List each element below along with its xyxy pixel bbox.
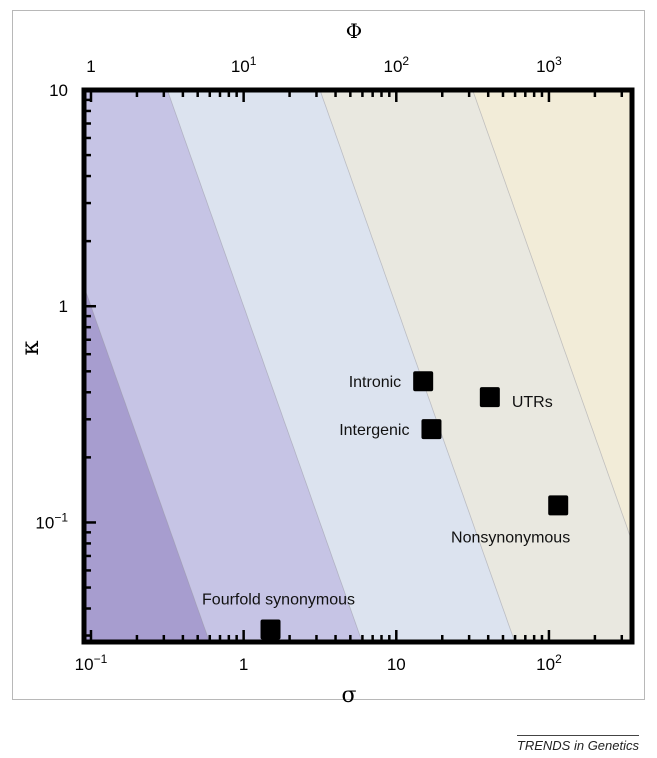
y-tick-label: 1	[59, 297, 68, 316]
point-label: Fourfold synonymous	[202, 591, 355, 608]
contour-bands	[84, 90, 632, 642]
x-axis-label: σ	[341, 683, 356, 708]
point-label: Intronic	[349, 374, 401, 391]
x-tick-label: 10	[387, 655, 406, 674]
y-tick-labels: 10 1 10−1	[35, 81, 68, 532]
x-tick-label: 10−1	[75, 652, 108, 674]
band-6	[472, 90, 632, 543]
point-label: Intergenic	[339, 422, 409, 439]
source-credit: TRENDS in Genetics	[516, 735, 639, 753]
y-tick-label: 10	[49, 81, 68, 100]
phi-tick-label: 101	[231, 54, 257, 76]
x-tick-label: 1	[239, 655, 248, 674]
top-axis-label: Φ	[346, 19, 362, 43]
marker-nonsynonymous	[548, 495, 569, 516]
x-tick-labels: 10−1 1 10 102	[75, 652, 562, 674]
point-labels: Intronic UTRs Intergenic Nonsynonymous Fourf…	[202, 374, 570, 608]
phi-tick-label: 102	[383, 54, 409, 76]
marker-utrs	[479, 387, 500, 408]
y-tick-label: 10−1	[35, 510, 68, 532]
data-markers	[260, 371, 569, 640]
y-axis-label: κ	[16, 341, 44, 356]
phi-tick-label: 103	[536, 54, 562, 76]
x-tick-label: 102	[536, 652, 562, 674]
marker-intergenic	[421, 419, 442, 440]
point-label: Nonsynonymous	[451, 529, 570, 546]
marker-fourfold-synonymous	[260, 619, 281, 640]
phi-tick-label: 1	[86, 57, 95, 76]
figure-frame	[12, 10, 645, 700]
plot-border	[81, 87, 635, 645]
point-label: UTRs	[512, 394, 553, 411]
marker-intronic	[413, 371, 434, 392]
